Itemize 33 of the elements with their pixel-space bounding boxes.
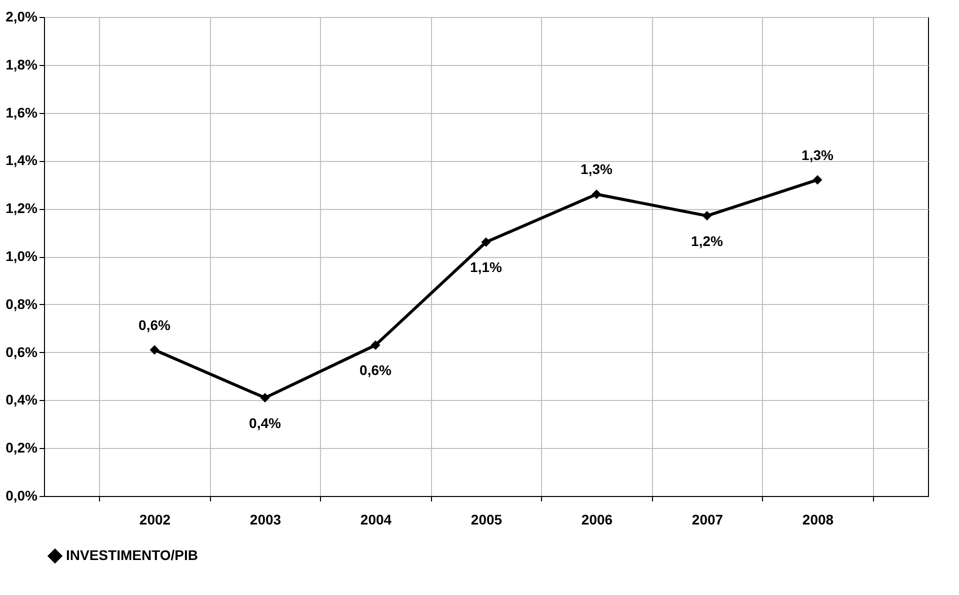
- data-label: 1,1%: [470, 259, 502, 276]
- point: [702, 211, 712, 221]
- data-label: 1,3%: [580, 161, 613, 178]
- y-tick-label: 1,2%: [6, 200, 38, 216]
- data-label: 0,6%: [360, 362, 392, 378]
- x-tick-label: 2006: [581, 512, 613, 528]
- y-tick-label: 0,6%: [6, 344, 38, 360]
- y-tick-label: 2,0%: [6, 8, 38, 24]
- y-tick-label: 0,8%: [6, 296, 38, 312]
- data-label: 0,4%: [249, 414, 282, 431]
- y-tick-label: 0,2%: [6, 440, 38, 456]
- point: [592, 189, 602, 199]
- legend-label: INVESTIMENTO/PIB: [66, 547, 198, 563]
- x-tick-label: 2007: [692, 512, 724, 528]
- point: [150, 345, 160, 355]
- y-tick-label: 1,0%: [6, 248, 38, 264]
- data-label: 0,6%: [138, 316, 171, 333]
- x-tick-label: 2003: [250, 512, 282, 528]
- y-tick-label: 1,4%: [6, 152, 38, 168]
- x-tick-label: 2005: [470, 512, 502, 528]
- y-tick-label: 0,0%: [6, 488, 38, 504]
- point: [260, 393, 270, 403]
- x-tick-label: 2002: [139, 512, 171, 528]
- x-tick-label: 2008: [802, 512, 834, 528]
- y-tick-label: 1,8%: [6, 56, 38, 72]
- x-tick-label: 2004: [360, 512, 392, 528]
- point: [812, 175, 822, 185]
- data-label: 1,2%: [691, 232, 724, 249]
- point: [481, 237, 491, 247]
- y-tick-label: 1,6%: [6, 104, 38, 120]
- data-label: 1,3%: [802, 146, 834, 163]
- y-tick-label: 0,4%: [6, 392, 38, 408]
- point: [370, 340, 380, 350]
